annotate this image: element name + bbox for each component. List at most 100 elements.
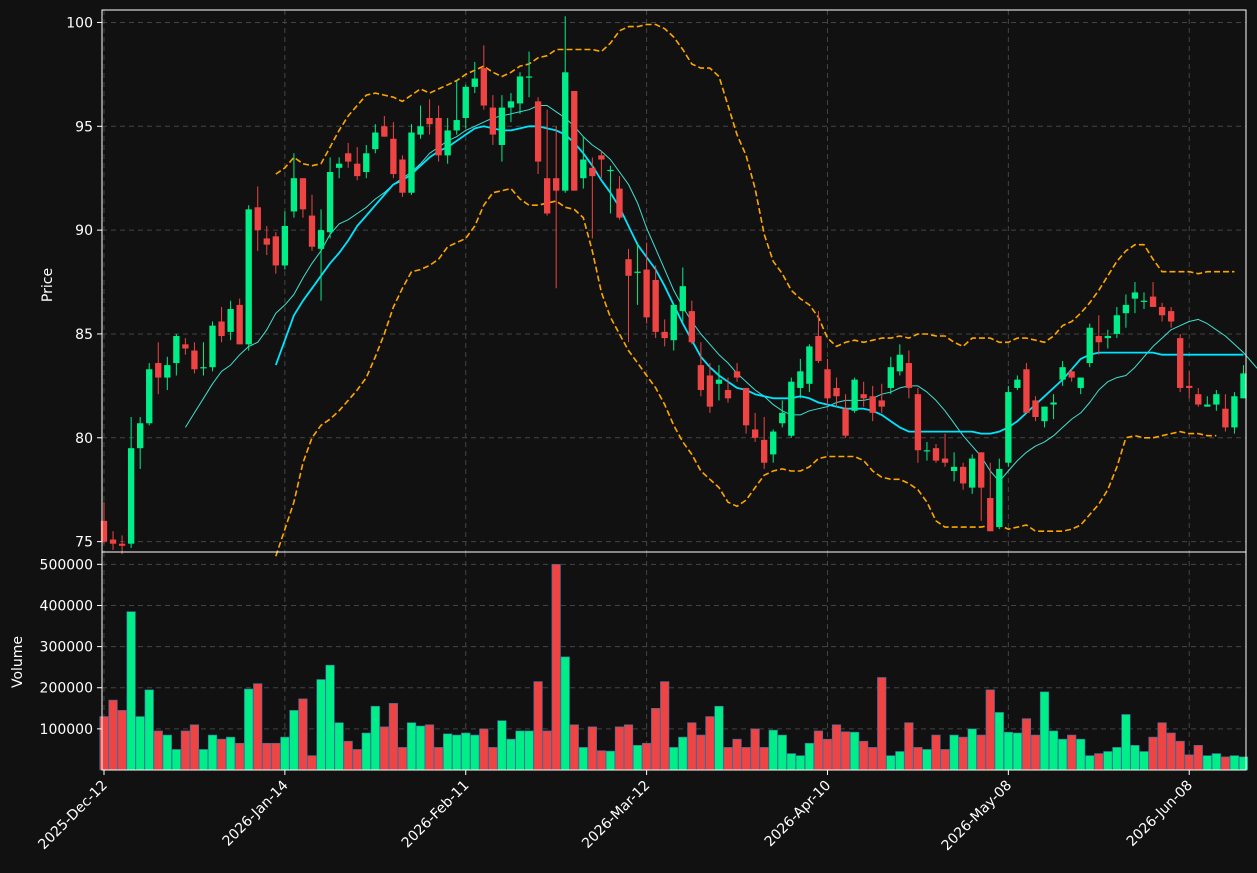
candle-body-down (1095, 336, 1102, 343)
volume-bar-down (759, 747, 769, 771)
candle-body-down (480, 68, 487, 106)
volume-bar-down (596, 750, 606, 771)
volume-bar-up (226, 736, 236, 771)
volume-bar-up (1076, 738, 1086, 771)
volume-tick-label: 300000 (40, 640, 93, 656)
volume-bar-down (424, 724, 435, 771)
candle-body-up (1014, 379, 1021, 388)
volume-bar-down (189, 724, 200, 771)
candle-body-up (634, 271, 641, 273)
candle-body-up (200, 367, 207, 369)
volume-bar-down (587, 726, 597, 771)
volume-bar-down (741, 747, 751, 771)
volume-bar-down (307, 755, 317, 771)
volume-bar-up (922, 749, 932, 771)
volume-panel (99, 564, 1249, 771)
volume-bar-down (660, 681, 670, 771)
volume-bar-down (99, 716, 109, 771)
volume-bar-down (1193, 745, 1203, 771)
volume-bar-up (886, 755, 896, 771)
volume-bar-up (1139, 751, 1149, 771)
volume-bar-down (379, 726, 389, 771)
candle-body-down (191, 350, 198, 370)
candle-body-up (164, 365, 171, 378)
candle-body-up (453, 120, 460, 131)
volume-bar-down (1030, 734, 1041, 771)
volume-bar-up (578, 747, 588, 771)
volume-bar-down (235, 742, 245, 771)
candle-body-down (733, 371, 741, 378)
volume-bar-up (1003, 731, 1013, 771)
volume-bar-down (831, 724, 842, 771)
volume-bar-down (397, 747, 408, 771)
volume-bar-down (1157, 722, 1167, 771)
candle-body-down (706, 375, 714, 407)
volume-bar-down (298, 698, 308, 771)
volume-bar-down (877, 677, 887, 771)
volume-bar-down (985, 689, 995, 771)
candle-body-up (173, 336, 180, 364)
volume-bar-up (1039, 691, 1050, 771)
volume-tick-label: 500000 (40, 557, 93, 573)
volume-bar-down (1148, 736, 1158, 771)
volume-bar-down (216, 738, 227, 771)
volume-bar-up (470, 734, 480, 771)
candle-body-up (1077, 377, 1084, 388)
candle-body-up (408, 132, 415, 193)
candle-body-down (390, 138, 397, 175)
candle-body-down (534, 101, 542, 162)
candle-body-down (860, 394, 867, 399)
candle-body-down (100, 520, 108, 542)
volume-bar-down (388, 703, 398, 771)
candle-body-up (923, 450, 931, 452)
candle-body-up (887, 367, 894, 388)
volume-bar-up (1229, 755, 1240, 771)
candle-body-down (354, 163, 361, 177)
volume-bar-up (850, 731, 860, 771)
volume-tick-label: 200000 (40, 681, 93, 697)
volume-bar-up (669, 747, 679, 771)
volume-bar-up (207, 734, 218, 771)
candle-body-down (489, 107, 497, 135)
candle-body-down (543, 178, 551, 214)
candle-body-up (969, 458, 976, 488)
candle-body-up (779, 412, 786, 424)
volume-bar-down (687, 722, 697, 771)
volume-bar-down (750, 728, 760, 771)
candle-body-down (254, 207, 261, 231)
candle-body-down (1149, 296, 1157, 307)
candle-body-down (571, 90, 578, 191)
candle-body-up (788, 381, 795, 436)
candle-body-down (941, 458, 949, 463)
lower-band-line (275, 187, 1217, 557)
candle-body-up (670, 304, 677, 341)
candle-body-up (1204, 404, 1211, 407)
candle-body-up (715, 379, 723, 384)
volume-bar-up (1112, 747, 1122, 771)
volume-bar-up (560, 656, 570, 771)
volume-bar-up (135, 716, 145, 771)
candle-body-down (697, 365, 705, 391)
candle-body-down (399, 159, 406, 193)
candle-body-up (679, 286, 686, 312)
volume-bar-up (714, 705, 724, 771)
candle-body-down (625, 259, 632, 276)
candle-body-up (471, 78, 478, 87)
price-panel (100, 16, 1257, 557)
candle-body-up (1050, 402, 1057, 405)
volume-bar-down (117, 710, 127, 771)
volume-bar-up (443, 733, 453, 771)
volume-bar-up (678, 736, 688, 771)
candle-body-down (842, 408, 849, 436)
volume-bar-up (632, 745, 643, 771)
volume-bar-up (1103, 751, 1113, 771)
volume-bar-up (895, 751, 905, 771)
candle-body-up (462, 86, 469, 118)
volume-bar-down (642, 742, 652, 771)
candle-body-down (1032, 400, 1039, 418)
candle-body-up (290, 178, 298, 212)
volume-bar-down (1220, 756, 1230, 771)
volume-bar-up (777, 734, 787, 771)
candle-body-down (751, 429, 759, 438)
volume-bar-down (976, 734, 986, 771)
